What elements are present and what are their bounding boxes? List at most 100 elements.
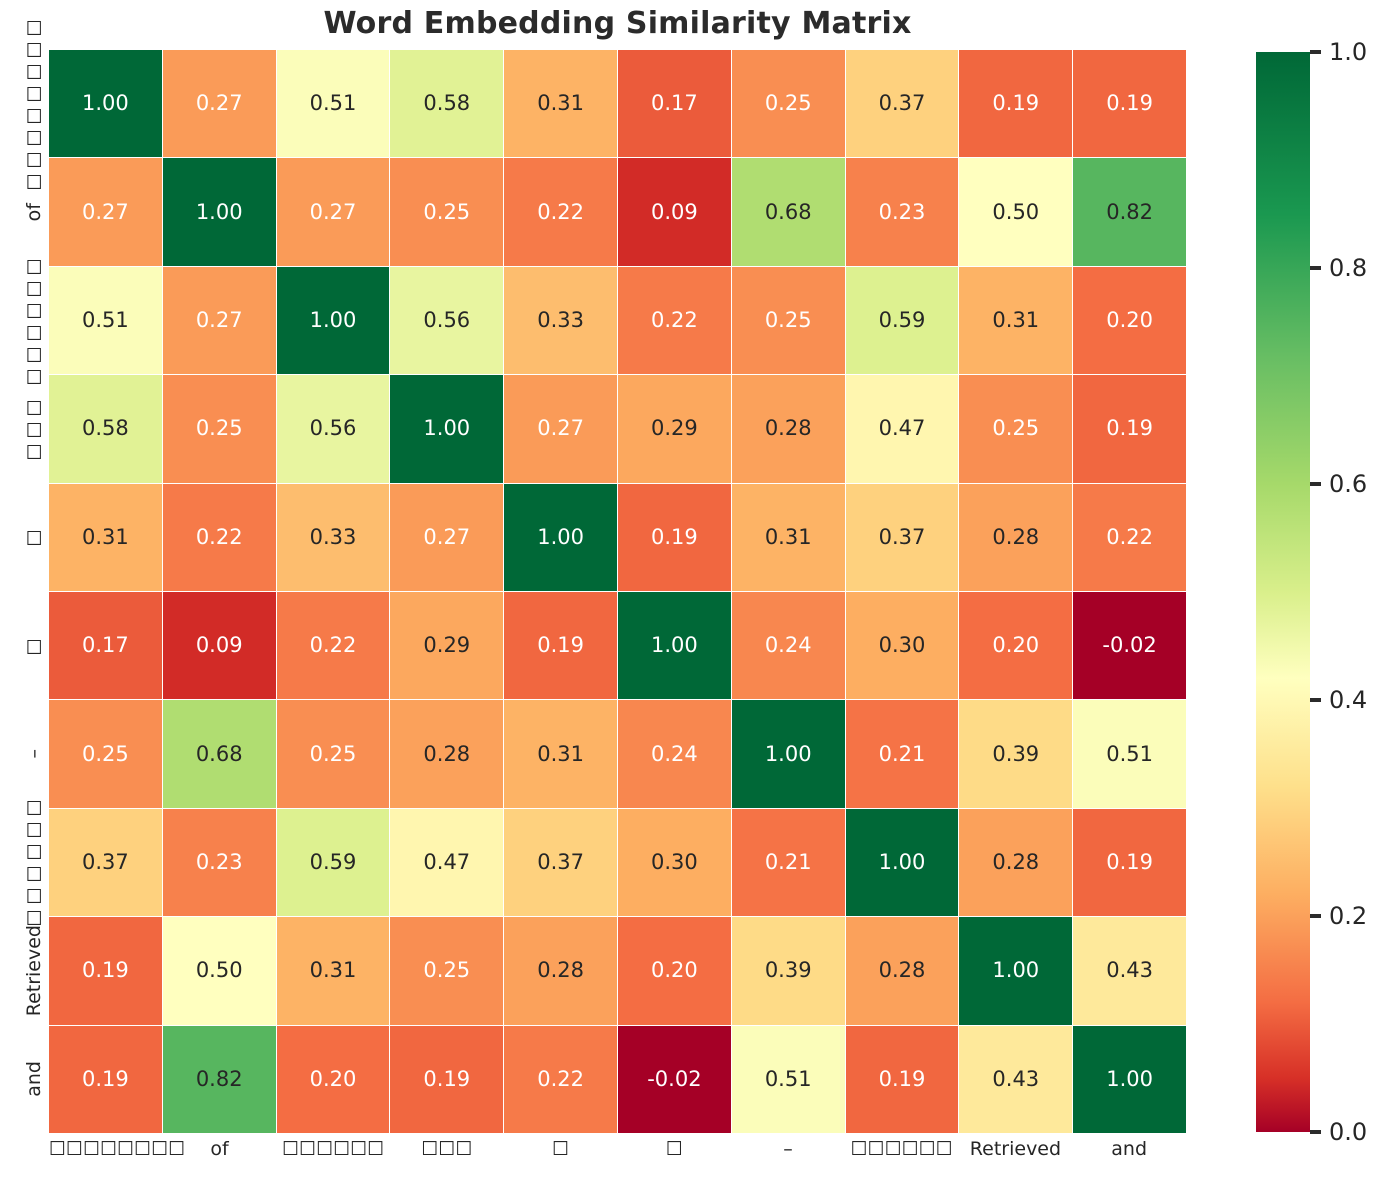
heatmap-cell: 0.28 xyxy=(390,700,504,808)
heatmap-cell-value: 0.33 xyxy=(309,524,357,549)
heatmap-cell-value: 0.27 xyxy=(309,199,357,224)
x-axis-tick-8: Retrieved xyxy=(969,1138,1062,1160)
heatmap-cell: 0.23 xyxy=(845,158,959,266)
heatmap-cell-value: 0.28 xyxy=(423,741,471,766)
colorbar-tick-label: 0.6 xyxy=(1329,470,1368,498)
heatmap-cell: 0.19 xyxy=(959,50,1073,158)
heatmap-cell-value: 0.51 xyxy=(82,307,129,332)
heatmap-cell-value: 0.22 xyxy=(1106,524,1153,549)
colorbar-tick-label: 0.2 xyxy=(1329,902,1368,930)
heatmap-cell: -0.02 xyxy=(1073,592,1186,700)
heatmap-cell-value: 1.00 xyxy=(309,307,357,332)
heatmap-cell-value: 1.00 xyxy=(764,741,812,766)
heatmap-cell-value: 0.39 xyxy=(764,958,812,983)
heatmap-cell-value: 0.29 xyxy=(651,416,698,441)
heatmap-cell-value: 0.31 xyxy=(764,524,812,549)
heatmap-cell-value: 0.22 xyxy=(537,199,584,224)
heatmap-cell-value: 0.37 xyxy=(537,849,584,874)
heatmap-cell: 0.19 xyxy=(504,592,617,700)
heatmap-cell: 0.25 xyxy=(49,700,162,808)
heatmap-cell: 0.28 xyxy=(845,917,959,1025)
colorbar-tick-mark xyxy=(1310,1130,1321,1134)
heatmap-cell: 0.27 xyxy=(162,50,276,158)
heatmap-cell-value: 0.20 xyxy=(992,633,1040,658)
heatmap-cell-value: -0.02 xyxy=(647,1066,702,1091)
colorbar-tick-label: 0.8 xyxy=(1329,254,1368,282)
heatmap-cell: 0.22 xyxy=(504,1025,617,1133)
heatmap-cell-value: 0.23 xyxy=(878,199,926,224)
colorbar[interactable]: 1.0 0.8 0.6 0.4 0.2 0.0 xyxy=(1256,38,1367,1146)
heatmap-cell-value: 0.19 xyxy=(1106,849,1153,874)
heatmap-cell-value: 0.68 xyxy=(195,741,243,766)
heatmap-cell: 0.25 xyxy=(276,700,390,808)
heatmap-cell: 0.37 xyxy=(845,483,959,591)
colorbar-tick-label: 1.0 xyxy=(1329,38,1368,66)
heatmap-cell: 0.28 xyxy=(959,808,1073,917)
heatmap-cell-value: 0.68 xyxy=(764,199,812,224)
heatmap-cell-value: 0.37 xyxy=(82,849,129,874)
heatmap-cell-value: 0.21 xyxy=(878,741,926,766)
heatmap-cell-value: 1.00 xyxy=(992,958,1040,983)
heatmap-cell: 0.19 xyxy=(618,483,731,591)
heatmap-cell-value: 0.82 xyxy=(195,1066,243,1091)
heatmap-cell: -0.02 xyxy=(618,1025,731,1133)
heatmap-cell: 0.28 xyxy=(959,483,1073,591)
colorbar-tick-mark xyxy=(1310,266,1321,270)
heatmap-cell: 0.58 xyxy=(390,50,504,158)
heatmap-cell: 0.39 xyxy=(959,700,1073,808)
heatmap-cell-value: 0.56 xyxy=(423,307,471,332)
heatmap-cell: 0.20 xyxy=(1073,266,1186,375)
heatmap-cell-value: 0.50 xyxy=(195,958,243,983)
heatmap-cell-value: 0.31 xyxy=(537,741,584,766)
heatmap-cell: 1.00 xyxy=(845,808,959,917)
heatmap-cell: 0.28 xyxy=(504,917,617,1025)
heatmap-cell-value: 1.00 xyxy=(82,91,129,116)
heatmap-cell-value: 0.56 xyxy=(309,416,357,441)
x-axis-tick-3: ☐☐☐ xyxy=(421,1138,473,1160)
heatmap-cell: 0.19 xyxy=(49,1025,162,1133)
heatmap-cell-value: 0.27 xyxy=(537,416,584,441)
heatmap-cell: 0.37 xyxy=(504,808,617,917)
x-axis-tick-9: and xyxy=(1111,1138,1148,1160)
heatmap-cell: 1.00 xyxy=(731,700,845,808)
heatmap-cell: 1.00 xyxy=(49,50,162,158)
heatmap-cell-value: 0.20 xyxy=(309,1066,357,1091)
x-axis-tick-6: – xyxy=(783,1138,793,1160)
heatmap-cell: 1.00 xyxy=(1073,1025,1186,1133)
y-axis-tick-2: ☐☐☐☐☐☐ xyxy=(0,255,45,387)
heatmap-cell-value: 0.29 xyxy=(423,633,471,658)
heatmap-cell-value: 1.00 xyxy=(537,524,584,549)
heatmap-cell: 0.28 xyxy=(731,375,845,483)
x-axis-tick-0: ☐☐☐☐☐☐☐☐ xyxy=(49,1138,186,1160)
heatmap-cell-value: 1.00 xyxy=(651,633,698,658)
heatmap-cell: 0.33 xyxy=(504,266,617,375)
heatmap-cell: 0.19 xyxy=(1073,808,1186,917)
heatmap-cell-value: 0.58 xyxy=(423,91,471,116)
heatmap-cell: 0.09 xyxy=(618,158,731,266)
heatmap-cell: 0.17 xyxy=(618,50,731,158)
heatmap-cell-value: 0.30 xyxy=(878,633,926,658)
heatmap-cell: 0.25 xyxy=(959,375,1073,483)
heatmap-cell: 0.51 xyxy=(731,1025,845,1133)
heatmap-cell-value: 0.28 xyxy=(992,849,1040,874)
heatmap-cell: 0.37 xyxy=(49,808,162,917)
heatmap-cell: 1.00 xyxy=(276,266,390,375)
y-axis-tick-9: and xyxy=(0,1025,45,1133)
heatmap-cell: 0.58 xyxy=(49,375,162,483)
heatmap-cell-value: 0.59 xyxy=(309,849,357,874)
heatmap-cell: 0.56 xyxy=(276,375,390,483)
heatmap-cell: 0.19 xyxy=(49,917,162,1025)
heatmap-cell-value: 0.43 xyxy=(1106,958,1153,983)
heatmap-cell-value: 0.27 xyxy=(423,524,471,549)
heatmap-cell-value: 0.25 xyxy=(764,91,812,116)
heatmap-cell-value: 0.20 xyxy=(1106,307,1153,332)
colorbar-tick-label: 0.0 xyxy=(1329,1118,1368,1146)
heatmap-cell: 0.30 xyxy=(618,808,731,917)
heatmap-cell: 0.24 xyxy=(618,700,731,808)
heatmap-cell-value: 0.51 xyxy=(309,91,357,116)
heatmap-cell-value: 1.00 xyxy=(1106,1066,1153,1091)
colorbar-tick-mark xyxy=(1310,914,1321,918)
heatmap-cell-value: 0.17 xyxy=(82,633,129,658)
heatmap-cell-value: 1.00 xyxy=(423,416,471,441)
heatmap-cell-value: 0.31 xyxy=(309,958,357,983)
